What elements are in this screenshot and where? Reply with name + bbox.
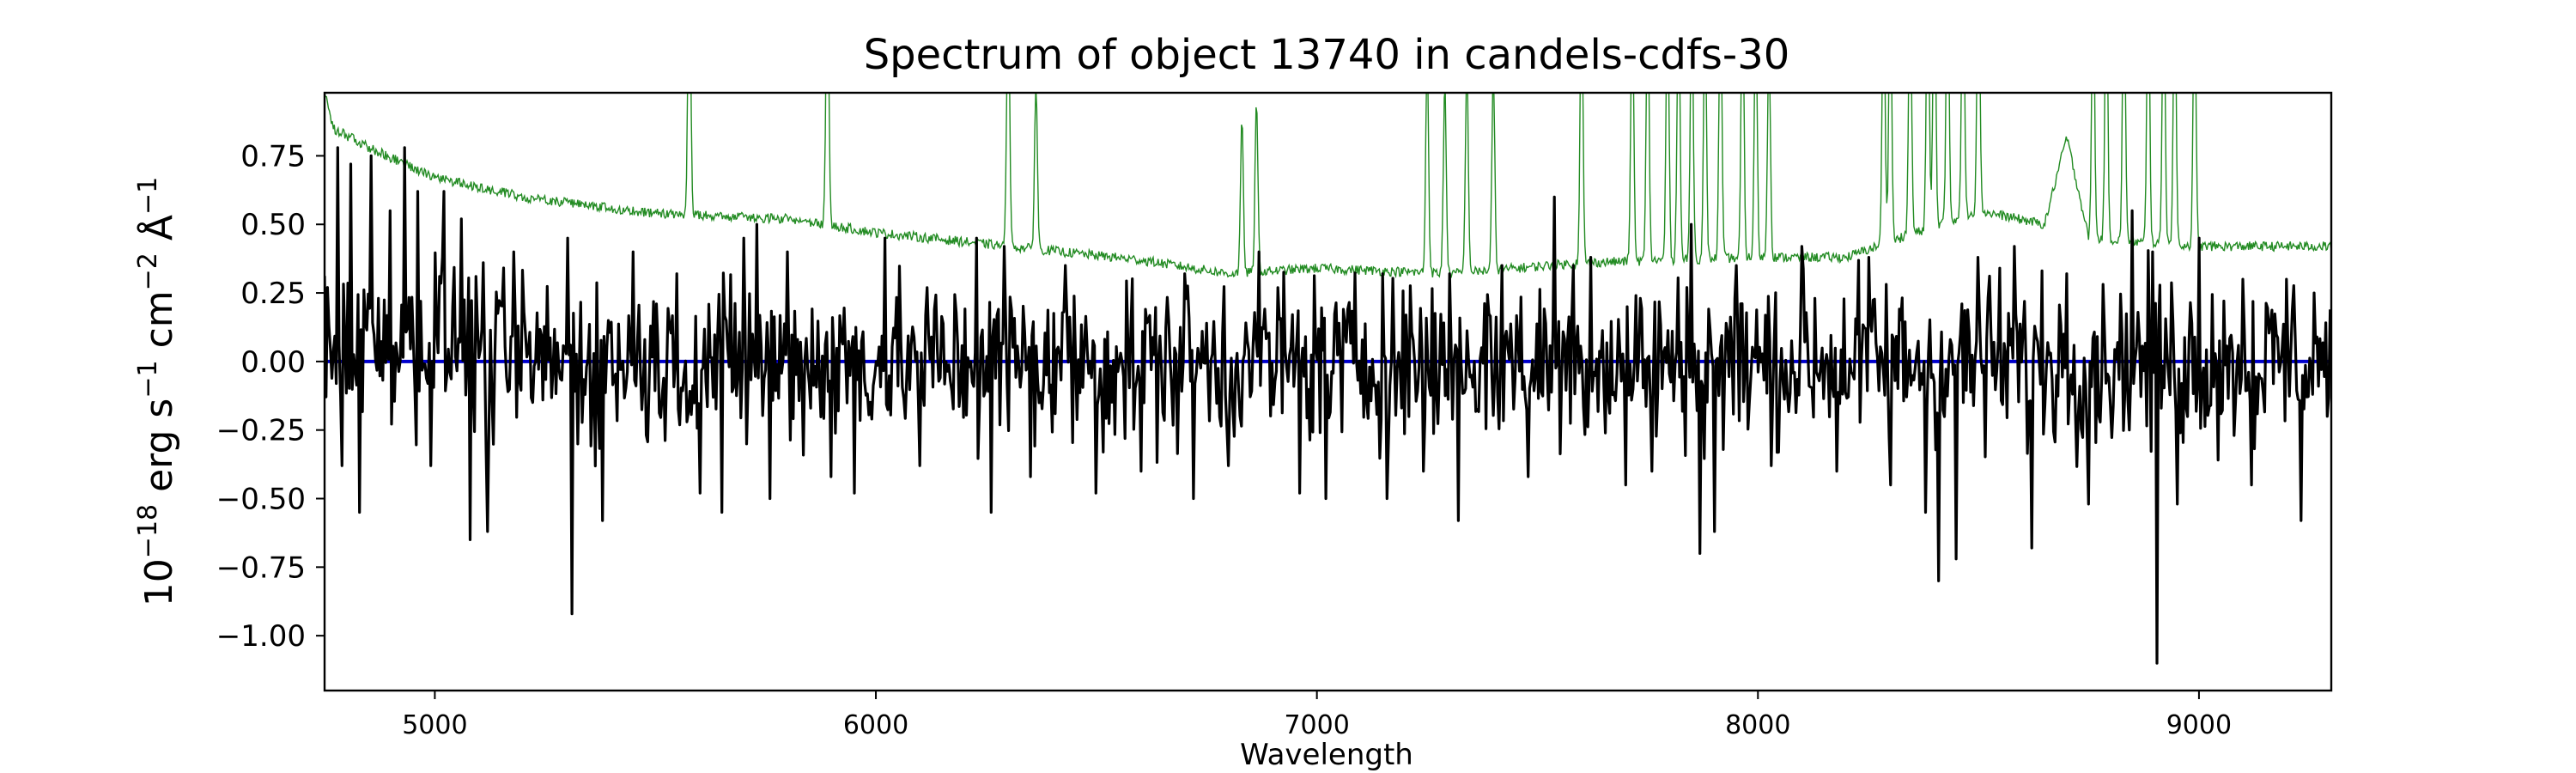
y-tick-label: −0.50 [216, 483, 306, 517]
plot-frame [323, 91, 2333, 692]
x-tick-label: 9000 [2166, 710, 2232, 740]
y-label-unit3: Å [136, 215, 181, 253]
y-label-exp3: −1 [133, 177, 163, 215]
y-tick-label: 0.50 [240, 208, 306, 242]
series-layer [325, 93, 2331, 665]
x-tick-label: 6000 [843, 710, 908, 740]
x-axis-label: Wavelength [1240, 738, 1413, 772]
error-spectrum-line [325, 93, 2331, 279]
flux-spectrum-line [325, 146, 2331, 665]
y-label-exp: −18 [133, 504, 163, 558]
y-tick-label: 0.75 [240, 139, 306, 173]
y-label-exp2: −2 [133, 253, 163, 290]
y-label-unit2: cm [137, 290, 181, 360]
x-tick-label: 8000 [1725, 710, 1790, 740]
y-tick-label: −0.25 [216, 414, 306, 448]
x-axis: 5000 6000 7000 8000 9000 [402, 691, 2232, 740]
x-tick-label: 5000 [402, 710, 467, 740]
y-tick-label: 0.25 [240, 277, 306, 311]
y-axis: −1.00 −0.75 −0.50 −0.25 0.00 0.25 0.50 0.75 [216, 139, 325, 654]
x-tick-label: 7000 [1284, 710, 1349, 740]
y-label-unit1: erg s [137, 399, 181, 504]
chart-title: Spectrum of object 13740 in candels-cdfs… [864, 31, 1790, 79]
y-tick-label: −0.75 [216, 551, 306, 585]
y-label-base: 10 [137, 558, 181, 606]
y-axis-label: 10−18 erg s−1 cm−2 Å−1 [133, 177, 181, 606]
y-tick-label: 0.00 [240, 345, 306, 380]
y-label-exp1: −1 [133, 360, 163, 398]
y-tick-label: −1.00 [216, 619, 306, 654]
